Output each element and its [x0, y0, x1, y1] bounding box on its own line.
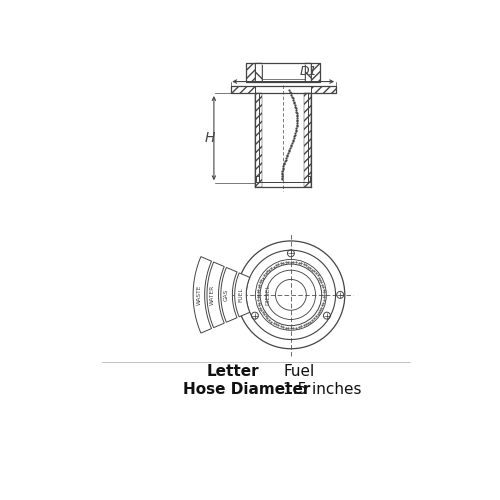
Text: WASTE: WASTE	[196, 284, 202, 305]
Bar	[305, 63, 311, 82]
Text: Fuel: Fuel	[283, 364, 314, 380]
Text: Hose Diameter: Hose Diameter	[183, 382, 310, 397]
Text: H: H	[205, 131, 215, 145]
Text: Letter: Letter	[206, 364, 259, 380]
Bar	[304, 93, 311, 187]
Bar	[311, 86, 336, 93]
Text: 1.5 inches: 1.5 inches	[283, 382, 362, 397]
Polygon shape	[234, 273, 250, 317]
Bar	[246, 63, 320, 82]
Polygon shape	[221, 268, 237, 322]
Bar	[231, 86, 336, 93]
Text: WATER: WATER	[210, 284, 215, 305]
Text: DIESEL: DIESEL	[266, 284, 270, 305]
Polygon shape	[207, 262, 224, 328]
Bar	[256, 93, 262, 187]
Text: D1: D1	[300, 64, 318, 78]
Bar	[311, 63, 320, 82]
Bar	[231, 86, 256, 93]
Bar	[256, 63, 262, 82]
Polygon shape	[193, 256, 212, 333]
Bar	[246, 63, 256, 82]
Text: FUEL: FUEL	[238, 288, 243, 302]
Text: GAS: GAS	[224, 288, 229, 301]
